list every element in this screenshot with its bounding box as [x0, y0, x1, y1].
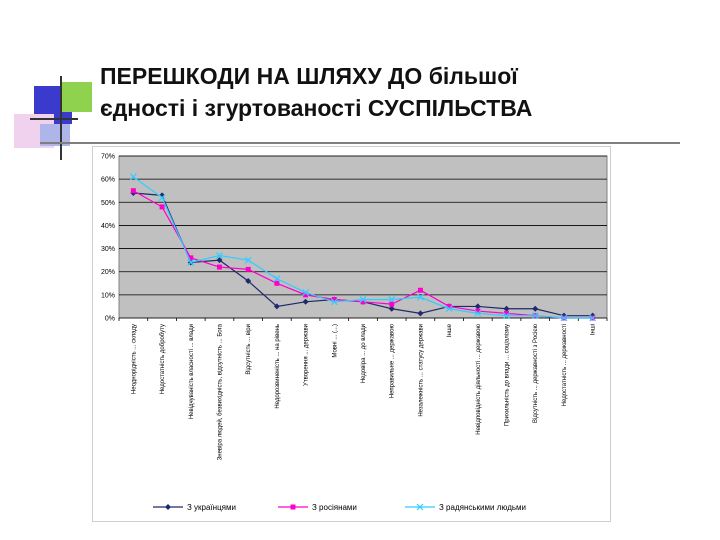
series-2: [130, 188, 596, 321]
data-point: [129, 173, 137, 181]
x-category-label: Недорозвиненість ... на рівень: [275, 324, 281, 409]
y-tick-label: 50%: [101, 200, 115, 207]
deco-hline: [30, 118, 78, 120]
data-point: [416, 293, 424, 301]
x-category-label: Відсутність ... віри: [246, 324, 252, 375]
data-point: [445, 305, 453, 313]
legend-item: З росіянами: [278, 503, 357, 512]
legend-item: З українцями: [153, 503, 236, 512]
x-category-label: Інші: [591, 324, 597, 335]
data-point: [417, 287, 423, 293]
data-point: [216, 264, 222, 270]
data-point: [359, 296, 367, 303]
x-category-label: Недостатність ... державності: [562, 324, 568, 406]
data-point: [188, 255, 194, 261]
data-point: [130, 188, 136, 194]
data-point: [532, 305, 539, 312]
data-point: [330, 298, 338, 306]
x-category-label: Невідповідність діяльності ... державою: [476, 324, 482, 435]
plot-area: [118, 155, 608, 319]
x-category-label: Інше: [447, 323, 453, 337]
data-point: [245, 277, 252, 284]
page-title: ПЕРЕШКОДИ НА ШЛЯХУ ДО більшої єдності і …: [100, 60, 700, 124]
y-tick-label: 30%: [101, 246, 115, 253]
x-category-label: Недостатність добробуту: [160, 324, 166, 394]
data-point: [446, 303, 452, 309]
deco-square-lightblue: [40, 124, 70, 146]
data-point: [503, 305, 510, 312]
x-category-label: Неправильне ... державою: [390, 324, 396, 399]
data-point: [273, 303, 280, 310]
legend-item: З радянськими людьми: [405, 503, 526, 512]
x-category-label: Незалежність ... статусу держави: [418, 324, 424, 417]
data-point: [273, 275, 281, 283]
y-tick-label: 0%: [105, 316, 115, 323]
legend-label: З радянськими людьми: [439, 503, 526, 512]
x-category-label: Недовіра ... до влади: [361, 324, 367, 383]
y-tick-label: 60%: [101, 177, 115, 184]
title-line-1: ПЕРЕШКОДИ НА ШЛЯХУ ДО більшої: [100, 63, 518, 89]
legend-swatch-marker: [290, 504, 296, 510]
x-category-label: Зневіра людей, безвихідність, відсутніст…: [216, 323, 223, 460]
data-point: [503, 312, 510, 320]
data-point: [475, 308, 481, 314]
series-layer: [129, 173, 597, 322]
y-tick-label: 10%: [101, 292, 115, 299]
x-category-label: Неоднорідність ... складу: [131, 324, 137, 394]
data-point: [158, 194, 166, 202]
data-point: [417, 310, 424, 317]
data-point: [303, 292, 309, 298]
data-point: [504, 310, 510, 316]
x-category-label: Утворення ... держави: [304, 324, 310, 386]
data-point: [388, 296, 396, 303]
y-axis: 0% 10% 20% 30% 40% 50% 60% 70%: [101, 154, 115, 323]
data-point: [589, 314, 597, 322]
data-point: [388, 305, 395, 312]
data-point: [216, 252, 223, 259]
data-point: [474, 309, 482, 317]
x-category-label: Відсутність ... державності з Росією: [533, 324, 539, 423]
grid-layer: [119, 155, 607, 319]
data-point: [331, 296, 337, 302]
chart-frame: 0% 10% 20% 30% 40% 50% 60% 70% Неоднорідність .…: [92, 146, 611, 522]
legend-swatch-marker: [165, 504, 171, 510]
data-point: [560, 314, 568, 322]
data-point: [245, 266, 251, 272]
data-point: [531, 312, 539, 320]
data-point: [159, 204, 165, 210]
x-category-label: Прихильність до влади ... соціалізму: [505, 324, 511, 426]
data-point: [302, 289, 310, 296]
legend-swatch-marker: [416, 503, 424, 511]
y-tick-label: 20%: [101, 269, 115, 276]
legend-label: З українцями: [187, 503, 236, 512]
deco-square-green: [62, 82, 92, 112]
x-category-label: Мовні ... (...): [332, 324, 338, 358]
data-point: [216, 257, 223, 264]
x-category-label: Невідчуваність власності ... влади: [189, 324, 195, 419]
data-point: [302, 298, 309, 305]
series-3: [129, 173, 597, 322]
data-point: [274, 280, 280, 286]
data-point: [187, 259, 195, 266]
data-point: [244, 256, 252, 264]
title-rule: [40, 142, 680, 144]
legend-label: З росіянами: [312, 503, 357, 512]
y-tick-label: 70%: [101, 154, 115, 161]
data-point: [389, 301, 395, 307]
data-point: [474, 303, 481, 310]
data-point: [360, 299, 366, 305]
y-tick-label: 40%: [101, 223, 115, 230]
title-line-2: єдності і згуртованості СУСПІЛЬСТВА: [100, 95, 533, 121]
x-axis: Неоднорідність ... складу Недостатність д…: [118, 318, 608, 460]
line-chart: 0% 10% 20% 30% 40% 50% 60% 70% Неоднорідність .…: [101, 154, 608, 512]
legend: З українцями З росіянами З радянськими люд…: [153, 503, 526, 512]
data-point: [159, 192, 166, 199]
